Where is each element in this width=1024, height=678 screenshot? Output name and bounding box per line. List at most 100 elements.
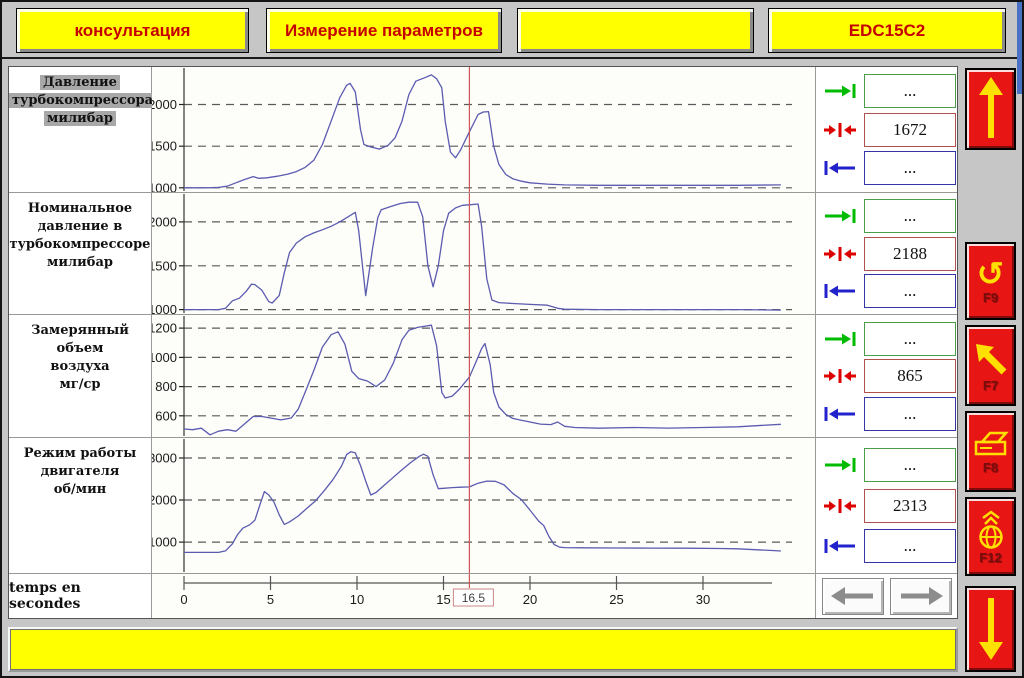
cursor-left-button[interactable] [821,577,884,615]
value-row-end: ... [816,447,957,482]
end-value-box: ... [864,199,956,234]
chart-row: Режим работы двигателя об/мин 1000 2000 3000… [9,438,957,574]
value-row-cursor: 2313 [816,488,957,523]
parameter-label-line: об/мин [53,482,107,497]
parameter-label-line: турбокомпрессора [9,93,157,108]
value-row-end: ... [816,199,957,234]
svg-text:3000: 3000 [152,451,177,466]
scroll-up-button[interactable] [965,68,1016,150]
start-value: ... [903,157,917,177]
parameter-values: ... 2313 ... [816,438,957,573]
parameter-label-line: Давление [40,75,120,90]
value-row-cursor: 2188 [816,236,957,271]
time-axis-area[interactable]: 0 5 10 15 20 25 30 16.5 [152,574,816,618]
print-f8-button[interactable]: F8 [965,411,1016,492]
parameter-values: ... 2188 ... [816,193,957,314]
svg-text:20: 20 [523,592,537,607]
f7-key-label: F7 [982,377,999,393]
parameter-label-line: воздуха [50,359,110,374]
f8-key-label: F8 [982,459,999,475]
start-value: ... [903,536,917,556]
parameter-label-line: мг/ср [59,377,101,392]
time-axis-row: temps en secondes 0 5 10 15 20 25 30 16.5 [9,574,957,618]
parameter-plot[interactable]: 1000 1500 2000 [152,67,816,192]
globe-f12-button[interactable]: F12 [965,497,1016,576]
chart-canvas[interactable]: 1000 1500 2000 [152,193,815,314]
end-value-box: ... [864,447,956,482]
cursor-value-box: 2313 [864,488,956,523]
reset-f9-button[interactable]: ↺ F9 [965,242,1016,320]
svg-text:2000: 2000 [152,493,177,508]
parameter-plot[interactable]: 1000 1500 2000 [152,193,816,314]
svg-text:1000: 1000 [152,180,177,192]
parameter-label-line: турбокомпрессоре [9,237,151,252]
chart-row: Давление турбокомпрессора милибар 1000 1500… [9,67,957,193]
header-divider [2,57,1022,59]
end-value: ... [903,81,917,101]
start-value-box: ... [864,529,956,564]
value-row-cursor: 1672 [816,112,957,147]
parameter-label-line: Замерянный объем [31,323,129,356]
cursor-value: 1672 [893,119,927,139]
value-row-cursor: 865 [816,359,957,393]
time-axis-canvas[interactable]: 0 5 10 15 20 25 30 16.5 [152,574,815,617]
parameter-plot[interactable]: 1000 2000 3000 [152,438,816,573]
svg-text:1200: 1200 [152,321,177,336]
chart-rows-container: Давление турбокомпрессора милибар 1000 1500… [9,67,957,574]
svg-text:2000: 2000 [152,214,177,229]
end-value-box: ... [864,74,956,109]
svg-text:0: 0 [180,592,187,607]
chart-canvas[interactable]: 600 800 1000 1200 [152,315,815,437]
down-arrow-icon [978,598,1003,660]
start-value: ... [903,403,917,423]
svg-text:16.5: 16.5 [462,591,486,605]
scroll-down-button[interactable] [965,586,1016,672]
parameter-label-line: Номинальное [27,201,133,216]
chart-canvas[interactable]: 1000 2000 3000 [152,438,815,573]
svg-text:15: 15 [436,592,450,607]
value-row-end: ... [816,74,957,109]
time-axis-label: temps en secondes [9,574,152,618]
cursor-right-button[interactable] [889,577,952,615]
value-row-start: ... [816,396,957,431]
jump-to-start-icon [824,406,855,421]
parameter-label: Режим работы двигателя об/мин [9,438,152,573]
end-value-box: ... [864,321,956,356]
parameter-label-line: милибар [47,255,113,270]
cursor-value: 865 [897,366,923,385]
parameter-label: Номинальное давление в турбокомпрессоре мил… [9,193,152,314]
jump-to-start-icon [824,160,855,175]
cursor-value-box: 1672 [864,112,956,147]
parameter-values: ... 1672 ... [816,67,957,192]
cursor-value: 2188 [893,243,927,263]
background-window-edge [1017,2,1022,94]
ecu-name-button[interactable]: EDC15C2 [768,8,1006,53]
consultation-button[interactable]: консультация [16,8,249,53]
jump-to-start-icon [824,539,855,554]
chart-row: Номинальное давление в турбокомпрессоре мил… [9,193,957,315]
jump-to-end-icon [825,209,856,224]
svg-text:1000: 1000 [152,302,177,314]
right-arrow-icon [900,587,943,605]
svg-text:800: 800 [155,379,177,394]
parameter-measurement-button[interactable]: Измерение параметров [266,8,502,53]
parameter-label-line: двигателя [40,464,120,479]
svg-text:1500: 1500 [152,139,177,154]
printer-icon [974,431,1009,455]
cursor-value-box: 2188 [864,236,956,271]
svg-text:5: 5 [267,592,274,607]
svg-text:2000: 2000 [152,97,177,112]
parameter-label-line: милибар [44,111,116,126]
svg-text:10: 10 [350,592,364,607]
measurement-panel: Давление турбокомпрессора милибар 1000 1500… [8,66,958,619]
parameter-plot[interactable]: 600 800 1000 1200 [152,315,816,437]
value-row-start: ... [816,150,957,185]
cursor-nav-buttons [816,574,957,618]
start-value-box: ... [864,150,956,185]
jump-to-start-icon [824,283,855,298]
tool-f7-button[interactable]: F7 [965,325,1016,406]
empty-header-button[interactable] [517,8,754,53]
chart-canvas[interactable]: 1000 1500 2000 [152,67,815,192]
end-value: ... [903,454,917,474]
